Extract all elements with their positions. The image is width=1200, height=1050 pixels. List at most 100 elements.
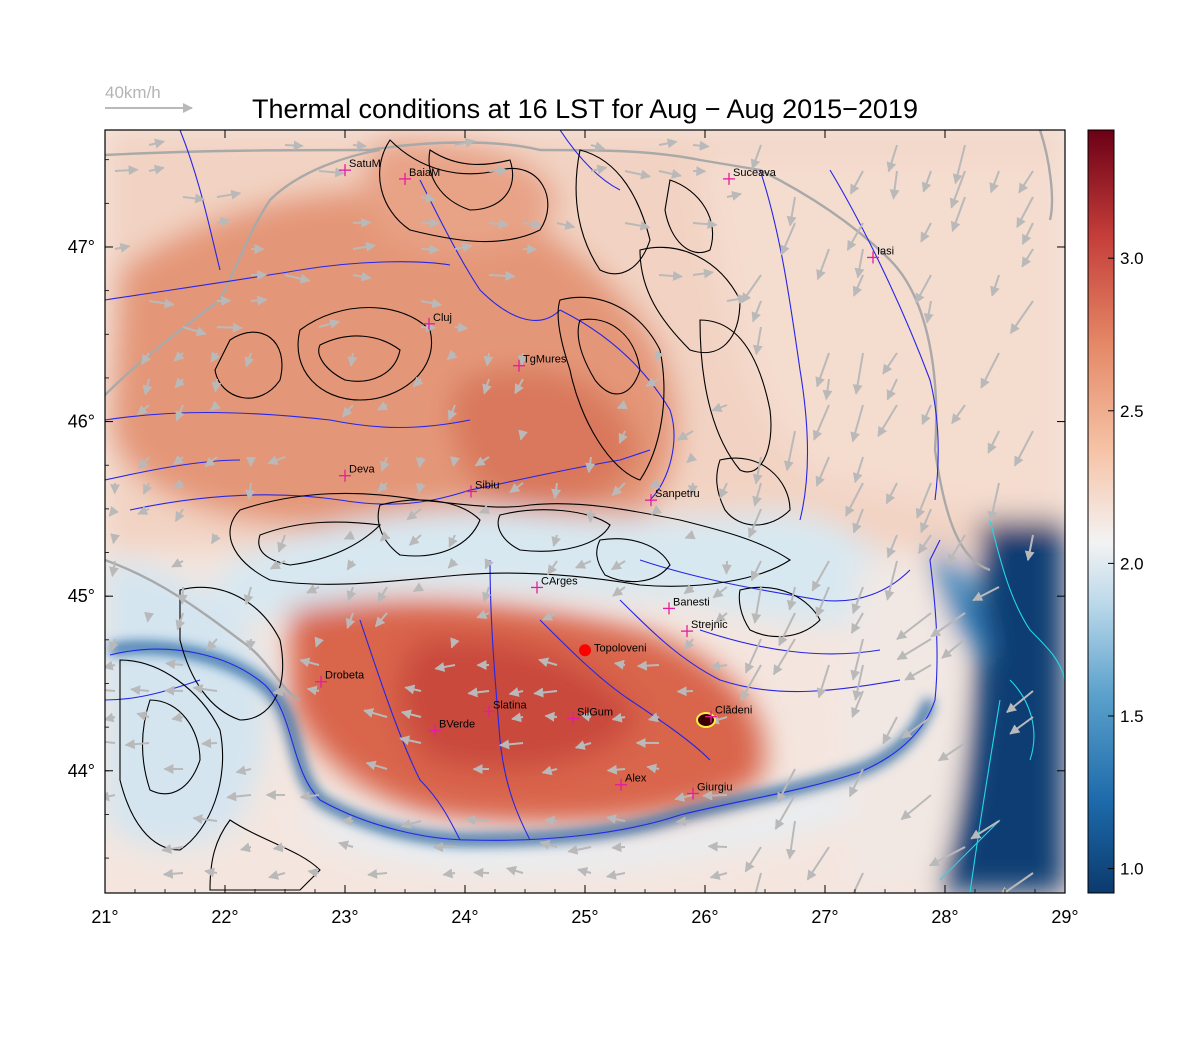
city-label: Clãdeni	[715, 705, 752, 717]
wind-arrow	[616, 400, 628, 410]
wind-arrow	[299, 657, 320, 668]
wind-arrow	[338, 840, 354, 851]
city-label: Strejnic	[691, 619, 728, 631]
wind-arrow	[709, 661, 728, 672]
wind-arrow	[816, 248, 830, 281]
wind-arrow	[488, 270, 516, 281]
wind-arrow	[645, 377, 660, 387]
wind-arrow	[250, 295, 268, 306]
wind-arrow	[684, 530, 696, 540]
wind-arrow	[105, 660, 116, 671]
city-drobeta: Drobeta	[315, 670, 365, 688]
colorbar-tick-label: 1.5	[1120, 707, 1144, 726]
wind-arrow	[852, 664, 864, 701]
wind-arrow	[815, 586, 830, 618]
city-label: SilGum	[577, 706, 613, 718]
wind-arrow	[896, 638, 932, 661]
wind-arrow	[850, 612, 864, 634]
wind-arrow	[447, 557, 459, 569]
wind-arrow	[420, 193, 436, 203]
wind-arrow	[624, 169, 651, 180]
wind-arrow	[613, 659, 626, 670]
wind-arrow	[585, 456, 596, 474]
wind-arrow	[853, 456, 864, 484]
wind-arrow	[465, 815, 490, 826]
wind-arrow	[239, 842, 252, 853]
wind-arrow	[990, 274, 1000, 297]
wind-arrow	[182, 193, 206, 204]
x-tick-label: 23°	[331, 907, 358, 927]
city-carges: CArges	[531, 575, 578, 594]
wind-arrow	[272, 842, 286, 853]
wind-arrow	[412, 376, 424, 388]
wind-arrow	[676, 686, 694, 697]
wind-arrow	[774, 794, 796, 830]
terrain-contours	[119, 139, 821, 891]
wind-reference-label: 40km/h	[105, 83, 161, 102]
wind-arrow	[1013, 430, 1034, 467]
city-strejnic: Strejnic	[681, 619, 728, 638]
wind-arrow	[806, 846, 830, 881]
city-label: Slatina	[493, 699, 528, 711]
wind-arrow	[148, 164, 165, 175]
wind-arrow	[216, 217, 231, 227]
city-banesti: Banesti	[663, 596, 710, 615]
wind-arrow	[744, 638, 762, 674]
wind-arrow	[488, 165, 509, 176]
wind-arrow	[544, 815, 558, 826]
coastline	[939, 519, 1065, 893]
wind-arrow	[420, 322, 436, 333]
wind-arrow	[752, 326, 763, 356]
wind-arrow	[752, 456, 763, 485]
wind-arrow	[539, 839, 558, 850]
wind-arrow	[267, 455, 286, 465]
wind-arrow	[556, 220, 576, 230]
wind-arrow	[811, 560, 830, 592]
wind-arrow	[611, 482, 626, 497]
wind-arrow	[192, 684, 218, 694]
wind-arrow	[929, 846, 966, 867]
wind-arrow	[174, 377, 186, 389]
wind-arrow	[949, 170, 966, 209]
wind-arrow	[204, 867, 218, 878]
wind-arrow	[610, 560, 626, 571]
wind-arrow	[611, 712, 626, 723]
wind-arrow	[751, 300, 762, 323]
city-label: Giurgiu	[697, 781, 732, 793]
wind-arrow	[815, 456, 830, 487]
x-tick-label: 29°	[1051, 907, 1078, 927]
x-tick-label: 22°	[211, 907, 238, 927]
wind-arrow	[108, 560, 119, 578]
wind-arrow	[785, 820, 796, 860]
wind-arrow	[148, 138, 165, 149]
wind-arrow	[590, 164, 608, 175]
wind-arrow	[376, 401, 389, 411]
wind-arrow	[675, 816, 694, 827]
wind-arrow	[744, 846, 762, 873]
wind-arrow	[541, 765, 558, 776]
wind-arrow	[400, 709, 422, 720]
wind-arrow	[885, 482, 898, 505]
wind-arrow	[450, 637, 460, 649]
wind-arrow	[374, 612, 388, 628]
wind-arrow	[658, 168, 682, 179]
wind-vectors	[105, 137, 1035, 893]
wind-arrow	[923, 300, 934, 324]
wind-arrow	[574, 740, 592, 750]
wind-arrow	[352, 241, 377, 252]
wind-arrow	[243, 586, 254, 606]
wind-arrow	[846, 222, 864, 251]
wind-arrow	[277, 534, 287, 553]
wind-arrow	[518, 429, 528, 441]
wind-arrow	[747, 508, 762, 539]
wind-arrow	[1009, 300, 1034, 335]
city-iasi: Iasi	[867, 245, 894, 264]
wind-arrow	[777, 768, 796, 803]
wind-arrow	[1021, 222, 1034, 245]
wind-arrow	[850, 404, 864, 443]
city-giurgiu: Giurgiu	[687, 781, 732, 800]
wind-arrow	[204, 456, 218, 468]
wind-arrow	[406, 508, 422, 521]
wind-arrow	[415, 482, 426, 494]
city-bverde: BVerde	[429, 719, 475, 737]
